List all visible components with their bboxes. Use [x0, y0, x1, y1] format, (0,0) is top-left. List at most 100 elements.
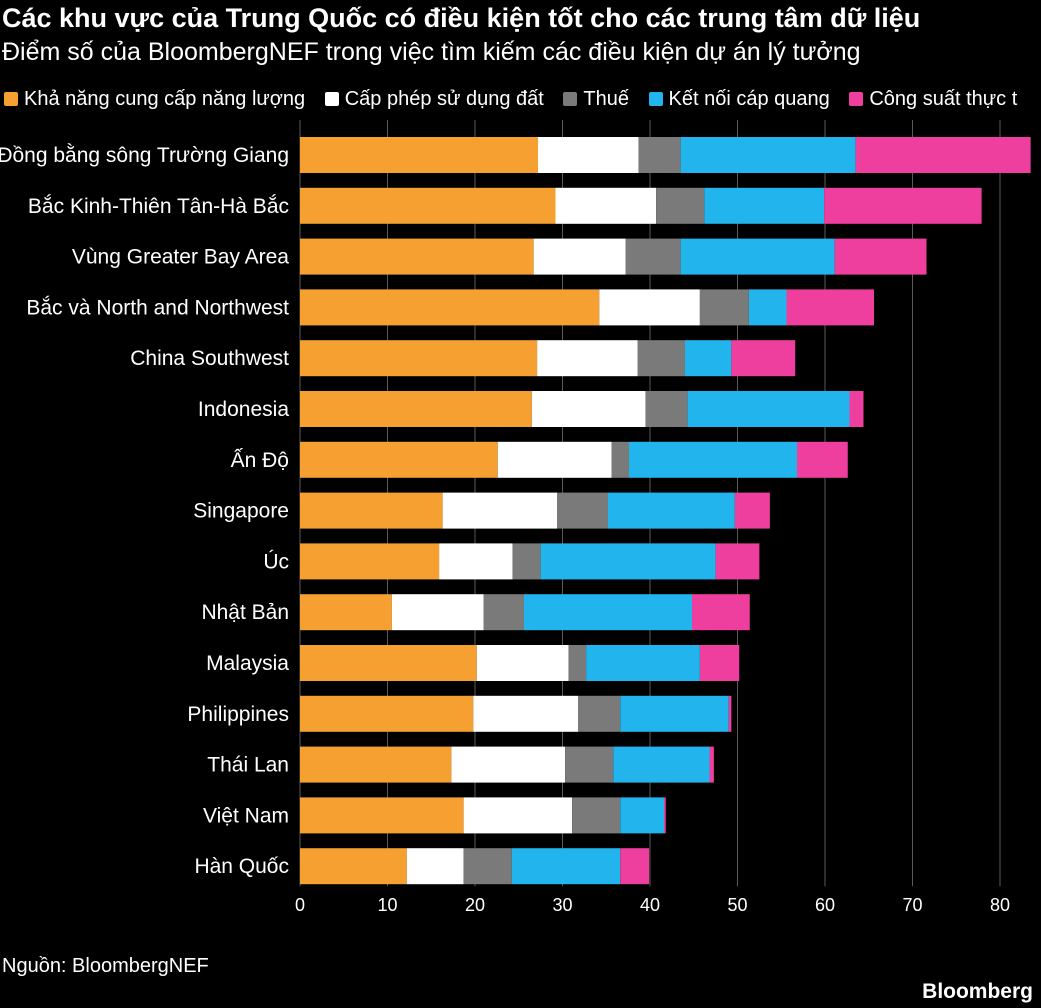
bar-segment-0-1	[538, 137, 639, 173]
bar-segment-11-4	[728, 695, 732, 732]
x-tick-label-10: 10	[377, 895, 397, 915]
bar-segment-6-1	[497, 441, 612, 478]
bar-segment-12-4	[709, 746, 714, 783]
bar-segment-5-2	[645, 391, 688, 427]
legend-item-capacity: Công suất thực t	[849, 84, 1017, 114]
legend-label-fiber: Kết nối cáp quang	[668, 88, 830, 110]
bar-segment-13-3	[620, 797, 664, 834]
bar-segment-8-0	[300, 543, 440, 580]
bar-segment-8-2	[512, 543, 541, 580]
bar-segment-4-4	[731, 340, 796, 377]
bar-segment-6-0	[300, 441, 498, 478]
bar-segment-13-2	[572, 797, 621, 834]
bar-segment-1-3	[704, 187, 825, 224]
bar-segment-2-3	[680, 238, 835, 275]
legend-swatch-capacity	[849, 92, 864, 106]
bar-segment-2-2	[625, 238, 681, 275]
bar-segment-14-1	[406, 848, 464, 885]
bar-segment-1-4	[824, 187, 982, 224]
bar-segment-7-4	[734, 492, 770, 529]
bar-segment-12-2	[565, 746, 614, 783]
bar-segment-13-0	[300, 797, 464, 834]
bar-segment-14-4	[620, 848, 650, 885]
category-label-2: Vùng Greater Bay Area	[72, 246, 289, 269]
stacked-bar-chart: Đồng bằng sông Trường Giang Bắc Kinh-Thiê…	[0, 120, 1031, 915]
bar-segment-10-2	[568, 645, 587, 681]
x-tick-label-70: 70	[902, 895, 922, 915]
bar-segment-11-1	[473, 695, 579, 732]
bar-segment-0-2	[638, 137, 681, 173]
bar-segment-3-1	[599, 289, 700, 326]
x-tick-label-50: 50	[727, 895, 747, 915]
bar-segment-10-3	[586, 645, 700, 681]
category-label-0: Đồng bằng sông Trường Giang	[0, 144, 289, 167]
x-tick-label-60: 60	[815, 895, 835, 915]
bar-segment-1-0	[300, 187, 556, 224]
bar-segment-10-4	[699, 645, 740, 681]
legend-item-land: Cấp phép sử dụng đất	[324, 84, 544, 114]
bar-segment-5-0	[300, 391, 532, 427]
chart-subtitle: Điểm số của BloombergNEF trong việc tìm …	[2, 38, 861, 66]
category-label-13: Việt Nam	[203, 804, 289, 827]
bar-segment-1-2	[656, 187, 705, 224]
x-tick-label-20: 20	[465, 895, 485, 915]
bar-segment-4-0	[300, 340, 538, 377]
bar-segment-7-2	[557, 492, 608, 529]
bar-segment-9-0	[300, 594, 392, 631]
category-label-9: Nhật Bản	[201, 601, 289, 624]
bar-segment-7-0	[300, 492, 443, 529]
bar-segment-2-0	[300, 238, 534, 275]
bar-segment-3-4	[786, 289, 874, 326]
bar-segment-7-3	[608, 492, 735, 529]
legend-swatch-land	[324, 92, 339, 106]
bar-segment-14-3	[511, 848, 621, 885]
bar-segment-6-3	[629, 441, 797, 478]
bar-segment-7-1	[442, 492, 558, 529]
bar-segment-8-1	[439, 543, 513, 580]
category-label-4: China Southwest	[130, 347, 289, 370]
legend-item-tax: Thuế	[563, 84, 629, 114]
bar-segment-2-1	[533, 238, 626, 275]
bar-segment-3-0	[300, 289, 600, 326]
x-tick-label-40: 40	[640, 895, 660, 915]
bar-segment-9-3	[524, 594, 692, 631]
bar-segment-14-2	[463, 848, 512, 885]
category-label-1: Bắc Kinh-Thiên Tân-Hà Bắc	[28, 195, 289, 218]
legend: Khả năng cung cấp năng lượng Cấp phép sử…	[4, 84, 1041, 114]
category-label-7: Singapore	[193, 500, 289, 523]
bar-segment-13-1	[463, 797, 573, 834]
x-tick-label-0: 0	[295, 895, 305, 915]
bar-segment-3-2	[699, 289, 749, 326]
legend-swatch-tax	[563, 92, 578, 106]
bar-segment-11-0	[300, 695, 474, 732]
bar-segment-0-3	[680, 137, 856, 173]
category-label-10: Malaysia	[206, 652, 289, 675]
bar-segment-10-0	[300, 645, 477, 681]
bar-segment-12-1	[451, 746, 566, 783]
category-label-3: Bắc và North and Northwest	[26, 296, 289, 319]
bar-segment-0-4	[855, 137, 1031, 173]
bar-segment-4-3	[685, 340, 732, 377]
category-label-14: Hàn Quốc	[194, 855, 289, 878]
bar-segment-10-1	[476, 645, 569, 681]
bar-segment-4-2	[637, 340, 685, 377]
bar-segment-2-4	[834, 238, 927, 275]
bar-segment-9-1	[391, 594, 484, 631]
x-tick-label-30: 30	[552, 895, 572, 915]
bar-segment-5-1	[531, 391, 646, 427]
bar-segment-8-4	[715, 543, 760, 580]
category-label-6: Ấn Độ	[231, 449, 289, 472]
source-note: Nguồn: BloombergNEF	[2, 955, 209, 977]
bar-segment-1-1	[555, 187, 657, 224]
legend-label-tax: Thuế	[583, 88, 629, 110]
legend-label-capacity: Công suất thực t	[869, 88, 1018, 110]
bar-segment-5-4	[849, 391, 864, 427]
bar-segment-6-2	[611, 441, 629, 478]
bar-segment-12-3	[613, 746, 710, 783]
legend-swatch-energy	[4, 92, 18, 106]
bar-segment-13-4	[664, 797, 666, 834]
bar-segment-5-3	[687, 391, 850, 427]
bar-segment-14-0	[300, 848, 407, 885]
category-label-5: Indonesia	[198, 398, 289, 421]
bar-segment-9-2	[483, 594, 524, 631]
